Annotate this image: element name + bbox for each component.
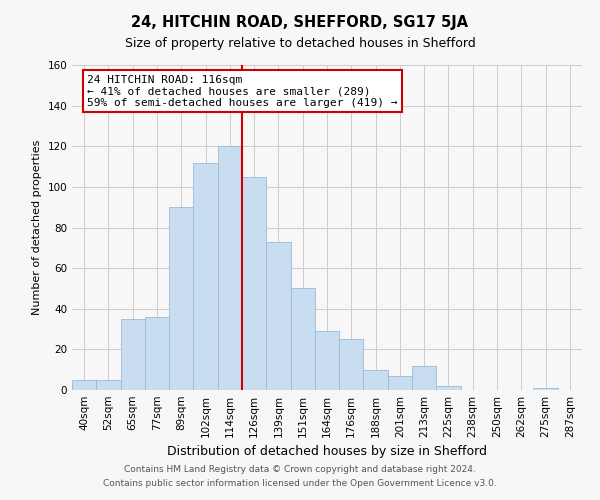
Bar (169, 207, 193, 390)
Text: 24, HITCHIN ROAD, SHEFFORD, SG17 5JA: 24, HITCHIN ROAD, SHEFFORD, SG17 5JA (131, 15, 469, 30)
Bar (145, 317, 169, 390)
Bar (290, 288, 315, 390)
Text: Size of property relative to detached houses in Shefford: Size of property relative to detached ho… (125, 38, 475, 51)
Bar (121, 319, 145, 390)
Bar (436, 386, 461, 390)
Text: Contains HM Land Registry data © Crown copyright and database right 2024.
Contai: Contains HM Land Registry data © Crown c… (103, 466, 497, 487)
Bar (388, 376, 412, 390)
Bar (218, 146, 242, 390)
X-axis label: Distribution of detached houses by size in Shefford: Distribution of detached houses by size … (167, 446, 487, 458)
Bar (412, 366, 436, 390)
Bar (242, 176, 266, 390)
Bar (339, 339, 364, 390)
Y-axis label: Number of detached properties: Number of detached properties (32, 140, 42, 315)
Bar (364, 370, 388, 390)
Bar (266, 242, 290, 390)
Bar (193, 162, 218, 390)
Text: 24 HITCHIN ROAD: 116sqm
← 41% of detached houses are smaller (289)
59% of semi-d: 24 HITCHIN ROAD: 116sqm ← 41% of detache… (88, 74, 398, 108)
Bar (315, 331, 339, 390)
Bar (96, 380, 121, 390)
Bar (72, 380, 96, 390)
Bar (533, 388, 558, 390)
